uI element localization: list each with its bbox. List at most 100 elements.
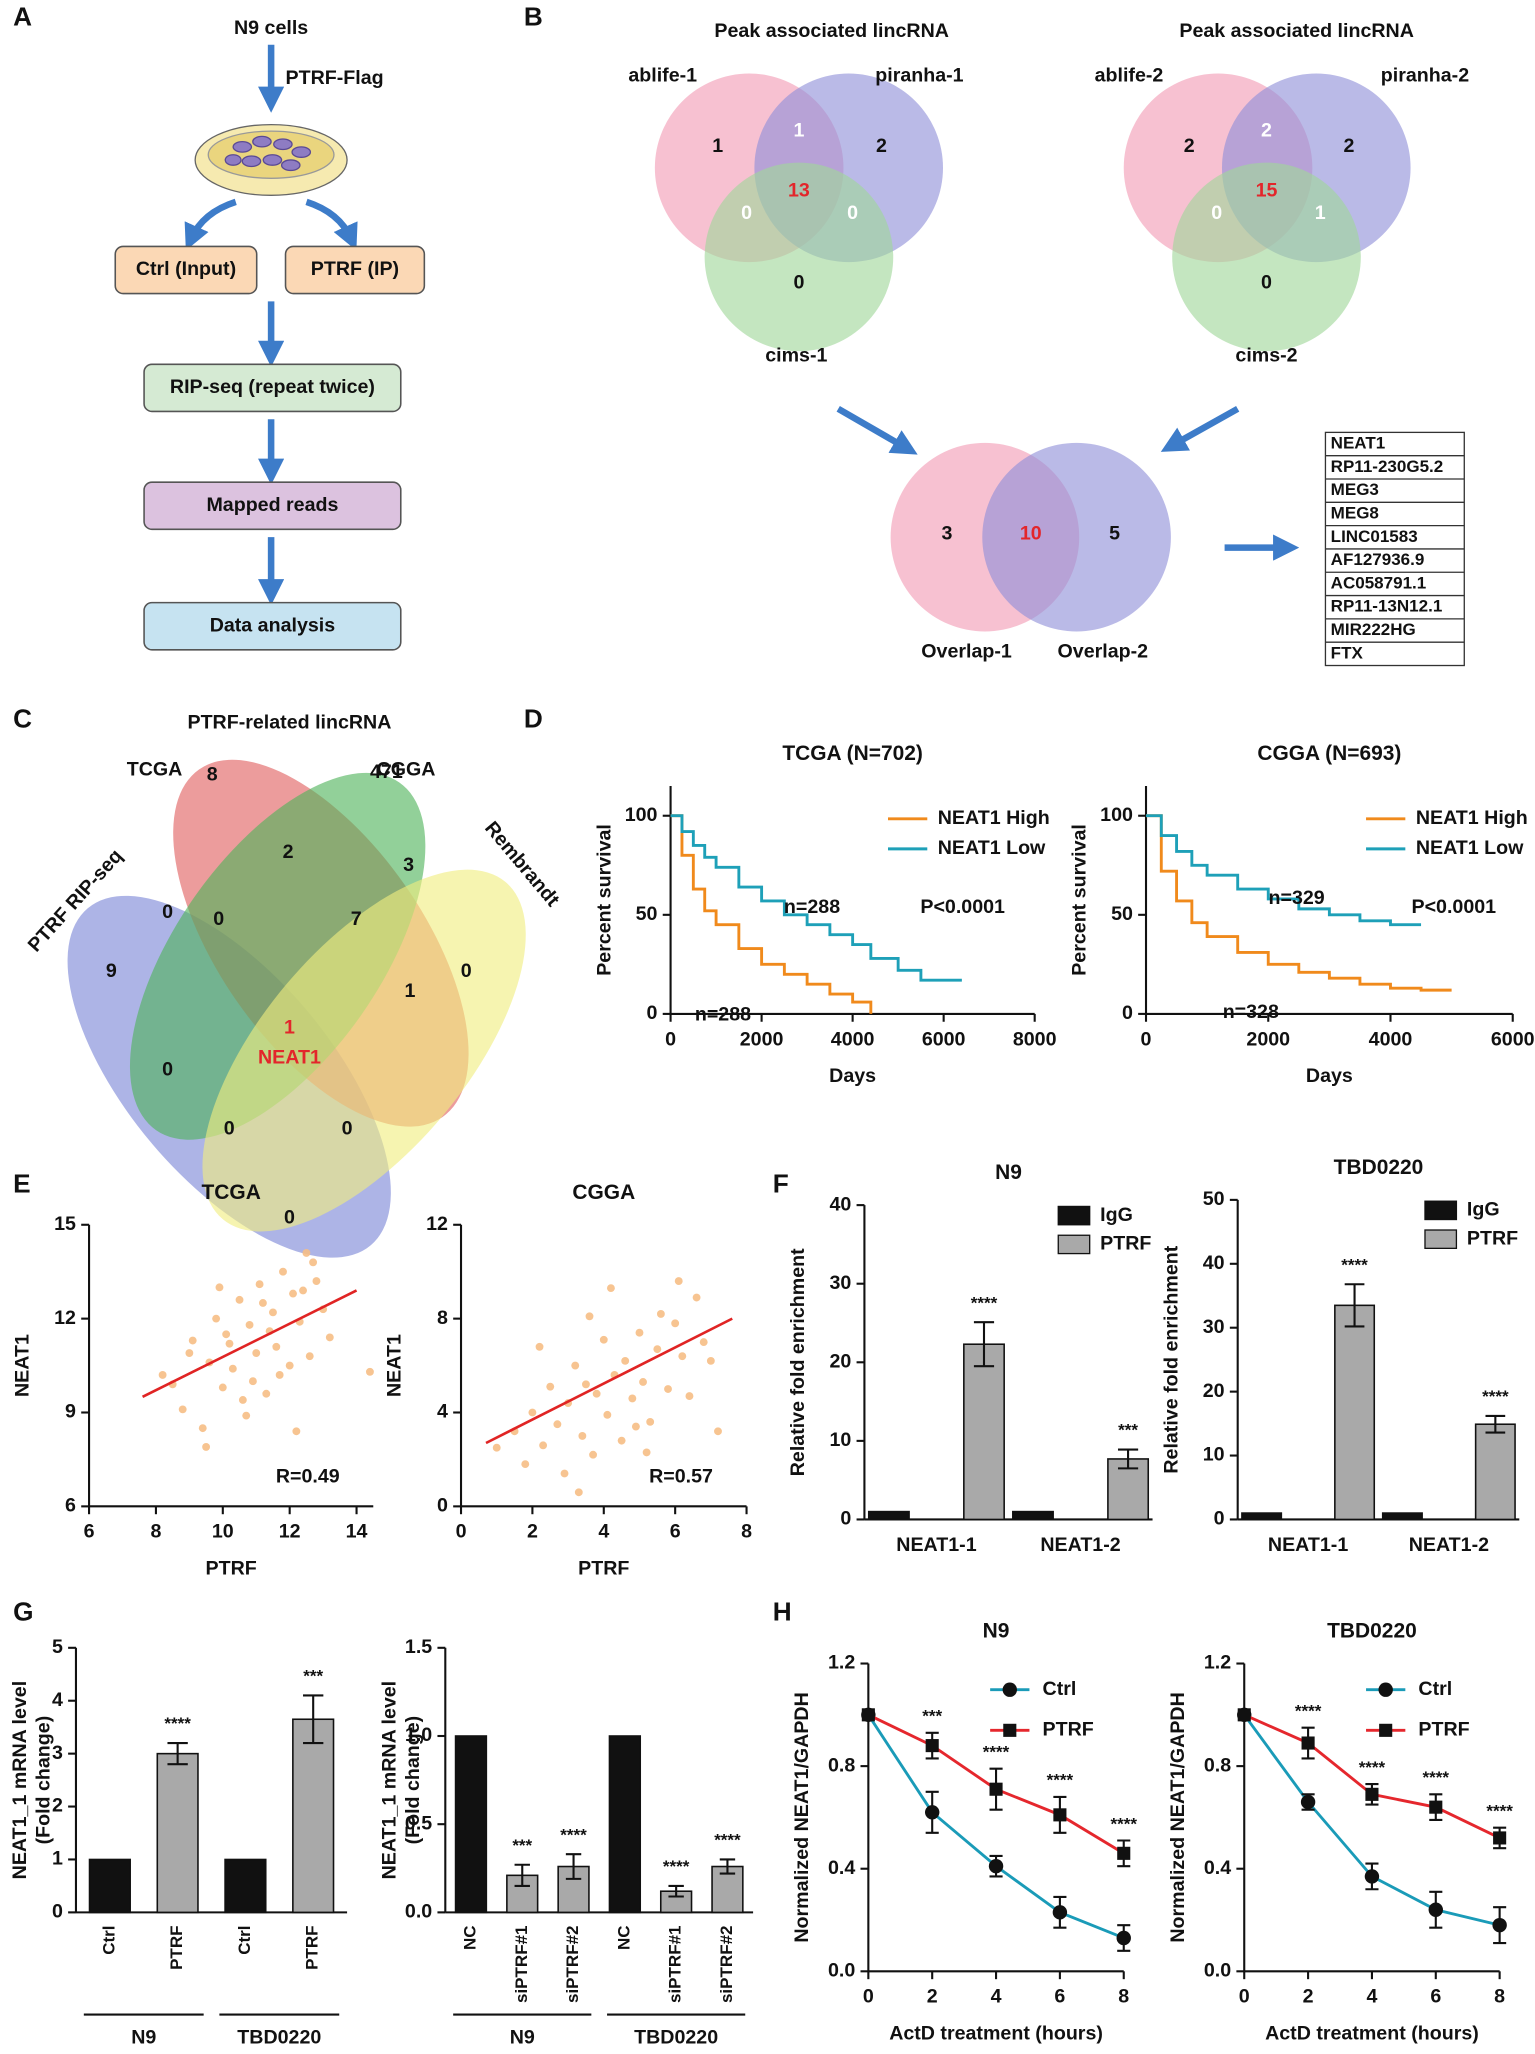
x-tick-label: 2000 (740, 1028, 784, 1050)
point (699, 1338, 708, 1347)
significance: **** (983, 1742, 1010, 1761)
chart: 0 4 8 12 0 2 4 6 8 CGGA PTRF NEAT1 R=0.57 (384, 1181, 752, 1580)
venn-count: 3 (403, 854, 414, 876)
gene-name: MIR222HG (1331, 620, 1416, 639)
legend-swatch (1057, 1234, 1091, 1255)
y-tick-label: 30 (1203, 1316, 1225, 1338)
y-tick-label: 6 (65, 1495, 76, 1517)
venn-count: 2 (1184, 135, 1195, 157)
point (312, 1277, 321, 1286)
x-tick-label: 8 (741, 1521, 752, 1543)
x-tick-label: 4000 (1369, 1028, 1413, 1050)
point (299, 1286, 307, 1295)
significance: *** (922, 1707, 942, 1726)
point (656, 1310, 665, 1318)
y-tick-label: 0 (647, 1002, 658, 1024)
point (646, 1417, 655, 1426)
legend-marker (1003, 1723, 1017, 1737)
point (535, 1342, 544, 1351)
venn-set: CGGA (377, 758, 436, 780)
point (592, 1389, 601, 1398)
gene-name: FTX (1331, 643, 1364, 662)
gene-name: MEG8 (1331, 503, 1379, 522)
chart: 0 10 20 30 40 N9 Relative fold enrichment NEAT1… (787, 1161, 1153, 1556)
venn-c-counts: 8 471 9 0 0 2 3 0 7 0 1 1 0 0 0 (106, 761, 472, 1228)
x-tick-label: 0 (665, 1028, 676, 1050)
y-tick-label: 0.8 (1204, 1754, 1231, 1776)
y-tick-label: 0 (1214, 1508, 1225, 1530)
point (279, 1267, 287, 1276)
significance: *** (512, 1836, 532, 1855)
flow-box-label: Data analysis (210, 614, 336, 636)
y-tick-label: 40 (1203, 1252, 1225, 1274)
point (289, 1289, 297, 1298)
flow-box-label: Ctrl (Input) (136, 258, 236, 280)
legend-label: IgG (1467, 1199, 1500, 1221)
point (185, 1349, 194, 1357)
point (245, 1320, 254, 1329)
annotation: n=288 (784, 896, 840, 918)
bar (1334, 1304, 1376, 1521)
y-tick-label: 100 (625, 804, 658, 826)
marker (861, 1708, 875, 1722)
venn-count: 1 (284, 1016, 295, 1038)
y-tick-label: 100 (1100, 804, 1133, 826)
chart: 0 50 100 0 2000 4000 6000 8000 TCGA (N=702) Days P… (593, 742, 1056, 1087)
chart: 0 10 20 30 40 50 TBD0220 Relative fold enrichme… (1160, 1156, 1520, 1556)
marker (989, 1782, 1003, 1796)
point (248, 1377, 257, 1386)
point (218, 1383, 227, 1392)
y-axis-label: NEAT1_1 mRNA level (378, 1681, 400, 1880)
venn-set: cims-1 (765, 345, 827, 367)
y-axis-label: Percent survival (1069, 824, 1091, 976)
y-tick-label: 1.2 (1204, 1652, 1231, 1674)
chart: 0 1 2 3 4 5 NEAT1_1 mRNA level (Fold change) Ctr… (9, 1636, 348, 2048)
point (639, 1378, 647, 1386)
point (222, 1330, 231, 1339)
marker (1053, 1808, 1067, 1822)
x-tick-label: 4 (991, 1986, 1002, 2008)
bar (88, 1858, 131, 1914)
legend-swatch (1424, 1229, 1458, 1249)
venn-count: 471 (370, 761, 403, 783)
annotation: n=288 (695, 1003, 751, 1025)
panel-label: H (773, 1597, 792, 1627)
x-tick-label: 4 (598, 1521, 609, 1543)
annotation: n=328 (1223, 1001, 1279, 1023)
y-tick-label: 0 (1122, 1002, 1133, 1024)
point (365, 1367, 374, 1376)
significance: **** (1047, 1771, 1074, 1790)
point (585, 1312, 594, 1321)
y-tick-label: 12 (426, 1213, 448, 1235)
legend-marker (1378, 1682, 1393, 1697)
chart-title: N9 (983, 1620, 1010, 1643)
marker (1493, 1831, 1507, 1845)
x-tick-label: siPTRF#2 (717, 1925, 736, 2003)
venn-count: 0 (162, 1058, 173, 1080)
panel-label: F (773, 1168, 789, 1198)
x-tick-label: siPTRF#1 (666, 1925, 685, 2003)
y-tick-label: 1 (52, 1848, 63, 1870)
flow-box-label: RIP-seq (repeat twice) (170, 376, 375, 398)
series-line (670, 814, 962, 982)
error-bar (1117, 1448, 1139, 1470)
point (674, 1277, 683, 1286)
bar (224, 1858, 267, 1914)
x-tick-label: 4000 (831, 1028, 875, 1050)
point (539, 1441, 548, 1450)
arrow (184, 198, 237, 251)
x-tick-label: 2 (1303, 1986, 1314, 2008)
y-tick-label: 1.2 (828, 1652, 855, 1674)
marker (1117, 1846, 1131, 1860)
point (521, 1460, 530, 1469)
venn-ellipse (129, 772, 426, 1140)
point (309, 1258, 318, 1267)
fit-line (141, 1289, 358, 1399)
annotation: R=0.49 (276, 1466, 340, 1488)
chart-title: CGGA (572, 1181, 635, 1204)
x-tick-label: Ctrl (235, 1925, 254, 1954)
flow-box-label: PTRF (IP) (311, 258, 399, 280)
legend-label: NEAT1 High (938, 807, 1050, 829)
venn-c: PTRF-related lincRNA TCGA CGGA PTRF RIP-… (24, 711, 564, 1258)
point (302, 1248, 311, 1257)
